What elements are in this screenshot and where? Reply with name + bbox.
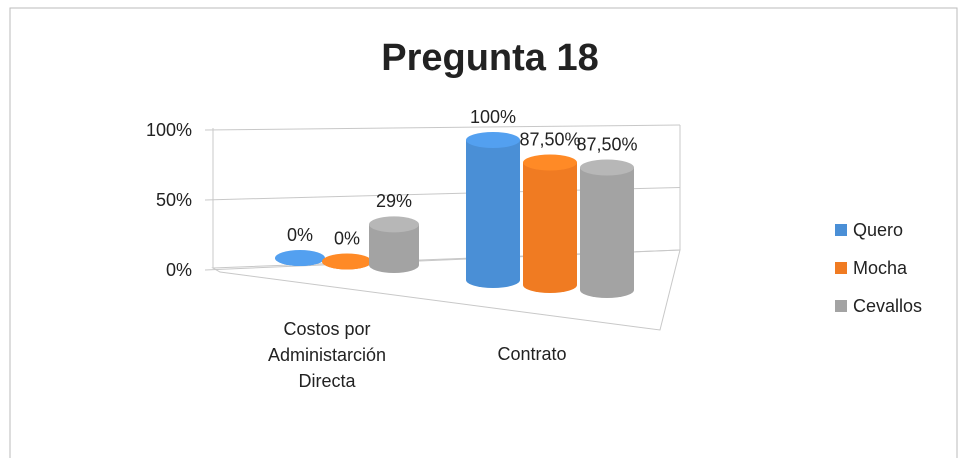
bar xyxy=(275,250,325,266)
data-label: 87,50% xyxy=(576,134,637,154)
bar-part xyxy=(523,154,577,171)
bar-part xyxy=(523,162,577,293)
bar-part xyxy=(466,140,520,288)
bar-part xyxy=(580,167,634,298)
legend-label: Mocha xyxy=(853,258,908,278)
legend-swatch xyxy=(835,262,847,274)
legend-swatch xyxy=(835,300,847,312)
data-label: 0% xyxy=(287,225,313,245)
bar xyxy=(523,154,577,293)
data-label: 29% xyxy=(376,191,412,211)
chart-border xyxy=(9,7,958,458)
legend-label: Quero xyxy=(853,220,903,240)
bar-part xyxy=(580,159,634,176)
bar-part xyxy=(466,132,520,148)
y-tick-label: 50% xyxy=(156,190,192,210)
data-label: 87,50% xyxy=(519,129,580,149)
bar-part xyxy=(275,250,325,266)
bar xyxy=(322,253,372,270)
bar-part xyxy=(369,224,419,273)
legend-label: Cevallos xyxy=(853,296,922,316)
chart-title: Pregunta 18 xyxy=(381,37,599,79)
bar-part xyxy=(369,216,419,233)
y-tick-label: 0% xyxy=(166,260,192,280)
grid-line xyxy=(204,124,681,131)
bar xyxy=(369,216,419,273)
data-label: 100% xyxy=(470,107,516,127)
x-tick-label: Contrato xyxy=(497,344,567,364)
bar xyxy=(466,132,520,288)
bar xyxy=(580,159,634,298)
x-tick-label: Costos por Administarción Directa xyxy=(267,319,387,391)
legend-swatch xyxy=(835,224,847,236)
bar-part xyxy=(322,253,372,270)
y-tick-label: 100% xyxy=(146,120,192,140)
data-label: 0% xyxy=(334,228,360,248)
